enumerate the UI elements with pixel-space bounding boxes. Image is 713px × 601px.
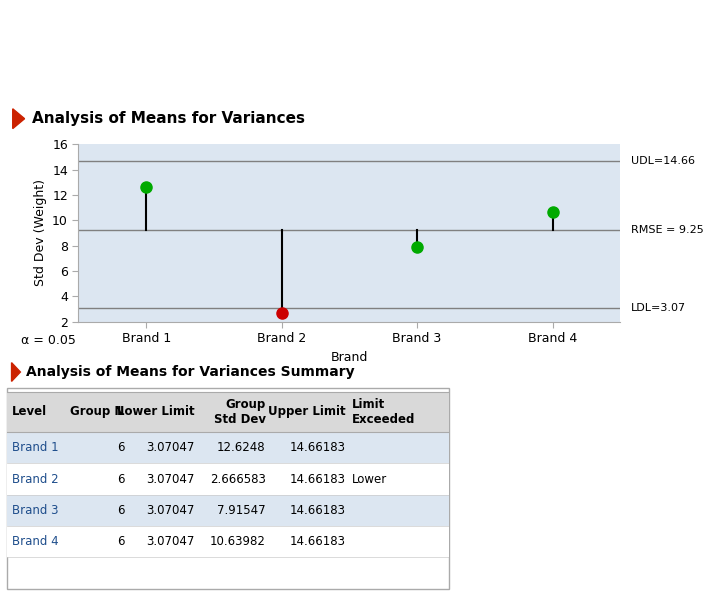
Text: Group N: Group N (70, 406, 124, 418)
Text: 14.66183: 14.66183 (289, 535, 345, 548)
Text: 6: 6 (117, 472, 124, 486)
Y-axis label: Std Dev (Weight): Std Dev (Weight) (34, 179, 46, 287)
X-axis label: Brand: Brand (331, 350, 368, 364)
Text: 14.66183: 14.66183 (289, 441, 345, 454)
Text: Brand 1: Brand 1 (11, 441, 58, 454)
Text: RMSE = 9.25: RMSE = 9.25 (631, 225, 704, 235)
Bar (7, 432, 449, 463)
Text: α = 0.05: α = 0.05 (21, 334, 76, 347)
Text: 10.63982: 10.63982 (210, 535, 266, 548)
Text: Brand 2: Brand 2 (11, 472, 58, 486)
Bar (7, 392, 449, 432)
Text: Analysis of Means for Variances Summary: Analysis of Means for Variances Summary (26, 365, 354, 379)
Text: Brand 3: Brand 3 (11, 504, 58, 517)
Text: LDL=3.07: LDL=3.07 (631, 303, 687, 313)
Bar (7, 495, 449, 526)
Text: 7.91547: 7.91547 (217, 504, 266, 517)
Polygon shape (13, 109, 24, 129)
Text: Limit
Exceeded: Limit Exceeded (352, 398, 415, 426)
Text: UDL=14.66: UDL=14.66 (631, 156, 695, 166)
Text: 14.66183: 14.66183 (289, 472, 345, 486)
Text: 3.07047: 3.07047 (147, 472, 195, 486)
Bar (7, 526, 449, 557)
Text: 3.07047: 3.07047 (147, 441, 195, 454)
Text: Lower: Lower (352, 472, 387, 486)
Text: 6: 6 (117, 535, 124, 548)
Text: Group
Std Dev: Group Std Dev (214, 398, 266, 426)
Text: 2.666583: 2.666583 (210, 472, 266, 486)
Text: 6: 6 (117, 504, 124, 517)
Text: Analysis of Means for Variances: Analysis of Means for Variances (31, 111, 304, 126)
Text: 14.66183: 14.66183 (289, 504, 345, 517)
Text: 6: 6 (117, 441, 124, 454)
Text: 3.07047: 3.07047 (147, 504, 195, 517)
Text: Upper Limit: Upper Limit (267, 406, 345, 418)
Bar (7, 463, 449, 495)
Text: Level: Level (11, 406, 46, 418)
Text: Lower Limit: Lower Limit (118, 406, 195, 418)
Text: Brand 4: Brand 4 (11, 535, 58, 548)
Text: 12.6248: 12.6248 (217, 441, 266, 454)
Text: 3.07047: 3.07047 (147, 535, 195, 548)
Polygon shape (11, 362, 21, 382)
